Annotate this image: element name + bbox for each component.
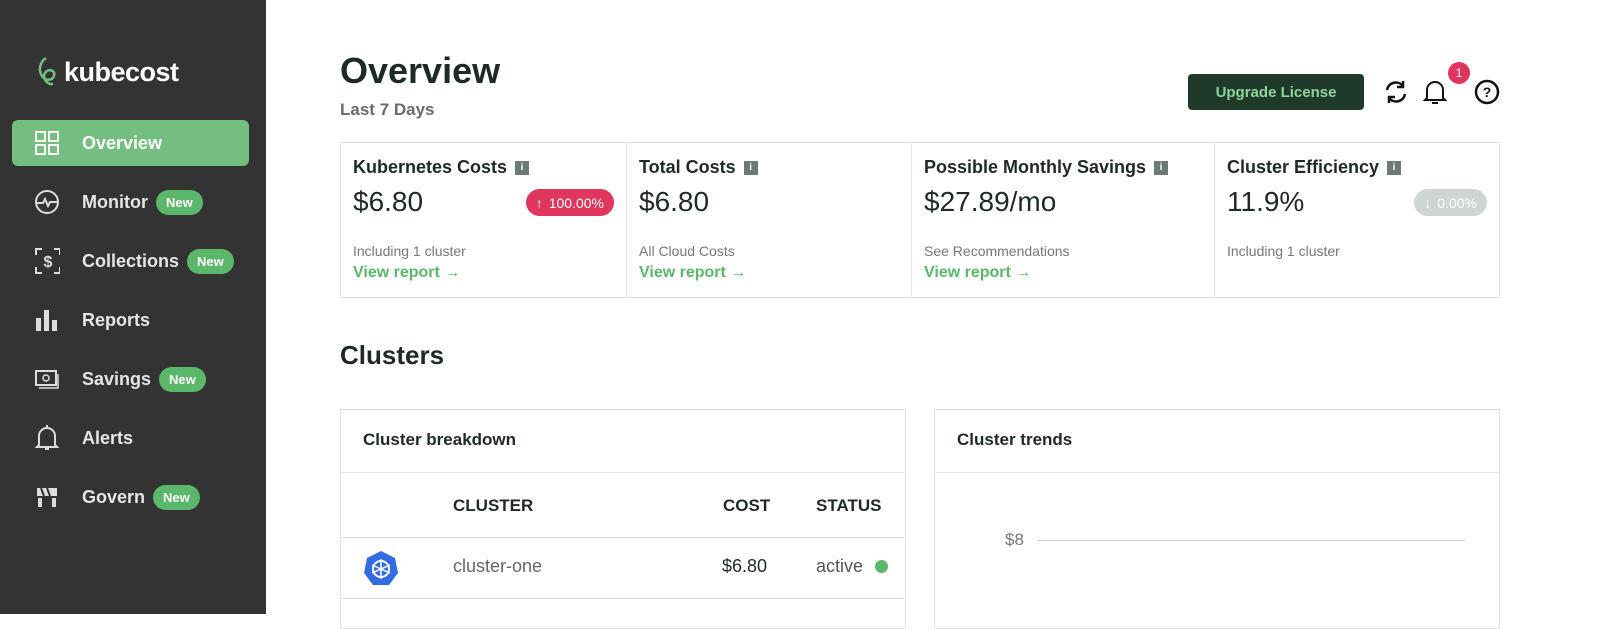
sidebar: kubecost Overview Monitor New $ Collecti… [0, 0, 266, 614]
bar-chart-icon [34, 307, 60, 333]
arrow-up-icon: ↑ [535, 194, 543, 211]
grid-icon [34, 130, 60, 156]
total-costs-card: Total Costs i $6.80 All Cloud Costs View … [627, 143, 912, 297]
info-icon[interactable]: i [1154, 160, 1169, 175]
status-active-dot [875, 560, 888, 573]
sidebar-item-label: Collections [82, 250, 180, 271]
cluster-trends-panel: Cluster trends $8 [934, 409, 1500, 629]
notifications-bell-icon[interactable] [1421, 78, 1449, 106]
cluster-name[interactable]: cluster-one [453, 556, 543, 576]
column-header-cluster[interactable]: CLUSTER [453, 496, 534, 515]
view-report-link[interactable]: View report → [353, 264, 461, 281]
card-subtext: Including 1 cluster [353, 243, 466, 259]
bell-icon [34, 425, 60, 451]
clusters-heading: Clusters [340, 340, 445, 370]
cluster-cost: $6.80 [722, 556, 768, 576]
sidebar-item-label: Overview [82, 132, 163, 153]
card-value: 11.9% [1227, 186, 1305, 217]
upgrade-license-button[interactable]: Upgrade License [1188, 74, 1364, 110]
card-title: Total Costs [639, 157, 736, 177]
date-range: Last 7 Days [340, 100, 435, 119]
card-value: $27.89/mo [924, 186, 1057, 217]
new-badge: New [155, 189, 203, 215]
card-title: Possible Monthly Savings [924, 157, 1147, 177]
kubernetes-icon [364, 551, 398, 585]
card-title: Kubernetes Costs [353, 157, 508, 177]
arrow-right-icon: → [444, 264, 461, 281]
sidebar-item-monitor[interactable]: Monitor New [12, 179, 249, 225]
sidebar-item-alerts[interactable]: Alerts [12, 415, 249, 461]
new-badge: New [159, 366, 206, 392]
gridline [1038, 540, 1465, 541]
card-subtext: Including 1 cluster [1227, 243, 1340, 259]
arrow-down-icon: ↓ [1424, 194, 1432, 211]
sidebar-item-reports[interactable]: Reports [12, 297, 249, 343]
card-title: Cluster Efficiency [1227, 157, 1380, 177]
svg-text:?: ? [1483, 84, 1492, 100]
sidebar-item-label: Govern [82, 486, 146, 507]
pulse-icon [34, 189, 60, 215]
monthly-savings-card: Possible Monthly Savings i $27.89/mo See … [912, 143, 1215, 297]
sidebar-item-label: Savings [82, 368, 152, 389]
new-badge: New [153, 484, 200, 510]
change-value: 0.00% [1437, 194, 1477, 211]
svg-text:$: $ [44, 254, 53, 271]
sidebar-item-savings[interactable]: Savings New [12, 356, 249, 402]
info-icon[interactable]: i [743, 160, 758, 175]
notification-count-badge: 1 [1448, 62, 1470, 84]
help-icon[interactable]: ? [1473, 78, 1501, 106]
sidebar-item-collections[interactable]: $ Collections New [12, 238, 249, 284]
kubernetes-costs-card: Kubernetes Costs i $6.80 ↑ 100.00% Includi… [341, 143, 627, 297]
brand-name: kubecost [64, 56, 179, 87]
change-value: 100.00% [548, 194, 604, 211]
card-value: $6.80 [353, 186, 424, 217]
arrow-right-icon: → [1015, 264, 1032, 281]
money-icon [34, 366, 60, 392]
card-subtext: See Recommendations [924, 243, 1070, 259]
info-icon[interactable]: i [1387, 160, 1402, 175]
panel-title: Cluster trends [935, 410, 1499, 473]
new-badge: New [187, 248, 234, 274]
info-icon[interactable]: i [515, 160, 530, 175]
view-report-link[interactable]: View report → [924, 264, 1032, 281]
card-value: $6.80 [639, 186, 710, 217]
dollar-frame-icon: $ [34, 248, 60, 274]
sidebar-item-label: Reports [82, 309, 151, 330]
kubecost-logo[interactable]: kubecost [34, 56, 179, 88]
cluster-efficiency-card: Cluster Efficiency i 11.9% ↓ 0.00% Includi… [1215, 143, 1499, 297]
sidebar-item-label: Monitor [82, 191, 148, 212]
sidebar-item-overview[interactable]: Overview [12, 120, 249, 166]
arrow-right-icon: → [730, 264, 747, 281]
column-header-cost[interactable]: COST [723, 496, 771, 515]
cluster-status: active [816, 556, 864, 576]
column-header-status[interactable]: STATUS [816, 496, 882, 515]
refresh-icon[interactable] [1382, 78, 1410, 106]
sidebar-item-label: Alerts [82, 427, 134, 448]
cluster-breakdown-panel: Cluster breakdown CLUSTER COST STATUS cl… [340, 409, 906, 629]
govern-icon [34, 484, 60, 510]
change-badge: ↓ 0.00% [1414, 189, 1487, 216]
sidebar-item-govern[interactable]: Govern New [12, 474, 249, 520]
change-badge: ↑ 100.00% [525, 189, 614, 216]
sidebar-nav: Overview Monitor New $ Collections New R… [12, 120, 249, 533]
y-axis-tick: $8 [1005, 530, 1024, 549]
panel-title: Cluster breakdown [341, 410, 905, 473]
card-subtext: All Cloud Costs [639, 243, 735, 259]
summary-cards: Kubernetes Costs i $6.80 ↑ 100.00% Includi… [340, 142, 1500, 298]
view-report-link[interactable]: View report → [639, 264, 747, 281]
page-title: Overview [340, 50, 501, 91]
kubecost-logo-icon [38, 56, 56, 86]
